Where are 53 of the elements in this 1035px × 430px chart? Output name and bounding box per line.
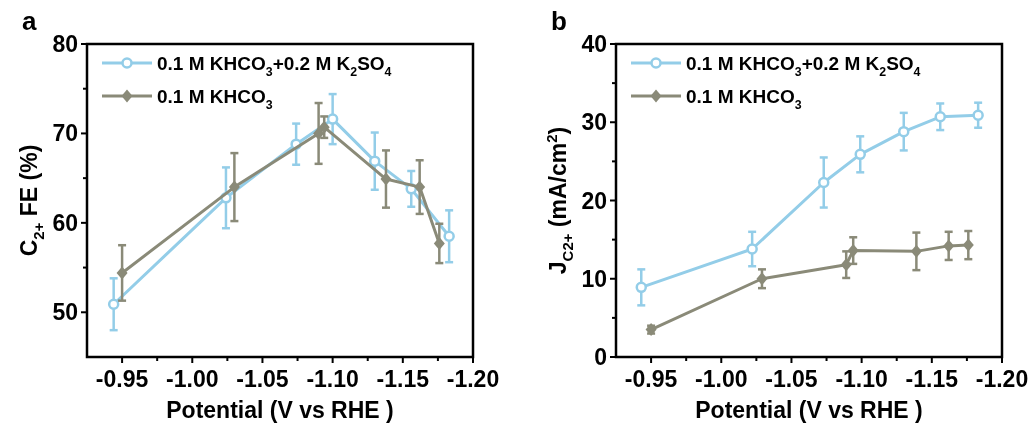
y-tick-label: 70 <box>52 120 78 147</box>
y-tick-label: 60 <box>52 209 78 236</box>
x-tick-label: -1.20 <box>975 366 1029 392</box>
y-tick-label: 10 <box>581 265 607 292</box>
x-tick-label: -1.00 <box>166 366 219 392</box>
x-tick-label: -1.20 <box>446 366 500 392</box>
legend-label: 0.1 M KHCO$_{3}$ <box>157 86 273 112</box>
point <box>635 281 648 294</box>
x-tick-label: -1.00 <box>695 366 748 392</box>
point <box>972 109 984 121</box>
x-tick-label: -0.95 <box>95 366 149 392</box>
point <box>107 298 120 310</box>
point <box>228 180 240 194</box>
x-tick-label: -1.05 <box>236 366 289 392</box>
point <box>326 113 339 125</box>
point <box>380 172 392 186</box>
y-tick-label: 40 <box>581 31 607 57</box>
point <box>840 258 852 272</box>
x-tick-label: -1.05 <box>765 366 818 392</box>
y-tick-label: 20 <box>581 187 607 214</box>
point <box>313 126 325 140</box>
legend-label: 0.1 M KHCO$_{3}$+0.2 M K$_{2}$SO$_{4}$ <box>157 53 392 79</box>
point <box>443 230 455 243</box>
point <box>433 236 445 250</box>
y-tick-label: 0 <box>594 344 607 370</box>
point <box>817 176 830 189</box>
point <box>414 180 426 194</box>
x-axis-title: Potential (V vs RHE ) <box>166 397 394 423</box>
x-axis-title: Potential (V vs RHE ) <box>695 397 923 423</box>
point <box>318 120 330 134</box>
x-tick-label: -1.15 <box>905 366 959 392</box>
point <box>934 111 946 123</box>
y-tick-label: 30 <box>581 109 607 136</box>
point <box>116 266 128 280</box>
point <box>854 148 866 161</box>
x-tick-label: -0.95 <box>624 366 678 392</box>
legend-label: 0.1 M KHCO$_{3}$ <box>686 86 802 112</box>
point <box>910 244 922 258</box>
y-tick-label: 50 <box>52 299 78 326</box>
point <box>746 243 758 255</box>
point <box>898 125 910 138</box>
chart-title: a <box>22 6 37 36</box>
chart-title: b <box>551 6 567 36</box>
y-tick-label: 80 <box>52 31 78 57</box>
point <box>369 155 381 167</box>
point <box>756 272 768 286</box>
point <box>943 239 955 253</box>
x-tick-label: -1.10 <box>306 366 359 392</box>
x-tick-label: -1.15 <box>376 366 430 392</box>
legend-label: 0.1 M KHCO$_{3}$+0.2 M K$_{2}$SO$_{4}$ <box>686 53 921 79</box>
x-tick-label: -1.10 <box>835 366 888 392</box>
point <box>962 238 974 252</box>
point <box>847 244 859 258</box>
